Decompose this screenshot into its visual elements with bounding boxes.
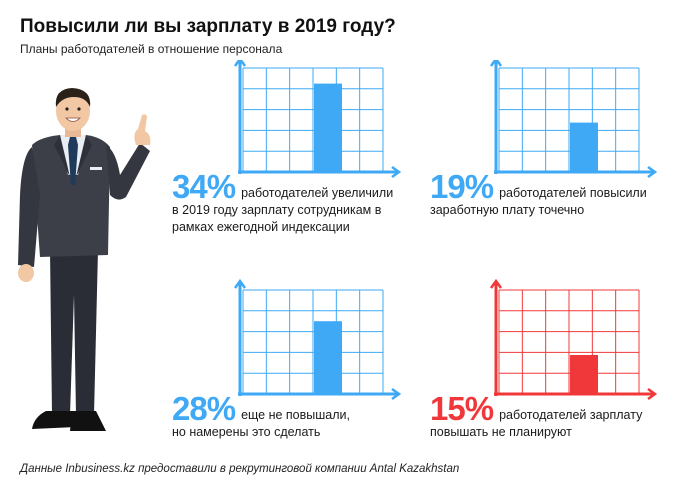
stat-line-2-1: работодателей повысили bbox=[499, 186, 647, 200]
stat-block-1: 34% работодателей увеличили в 2019 году з… bbox=[172, 168, 412, 236]
footer-source: Данные Inbusiness.kz предоставили в рекр… bbox=[20, 463, 460, 475]
stat-percent-1: 34% bbox=[172, 168, 236, 205]
stat-line-2-2: заработную плату точечно bbox=[430, 203, 585, 217]
stat-percent-4: 15% bbox=[430, 390, 494, 427]
y-axis-arrow-4 bbox=[489, 278, 503, 289]
businessman-illustration bbox=[18, 88, 151, 431]
stat-block-2: 19% работодателей повысили заработную пла… bbox=[430, 168, 670, 219]
stat-block-3: 28% еще не повышали, но намерены это сдел… bbox=[172, 390, 412, 441]
x-axis-arrow-1 bbox=[391, 165, 402, 179]
bar-2 bbox=[570, 122, 598, 172]
y-axis-arrow-2 bbox=[489, 60, 503, 67]
stat-percent-3: 28% bbox=[172, 390, 236, 427]
stat-line-1-2: в 2019 году зарплату сотрудникам в bbox=[172, 203, 382, 217]
stat-line-3-1: еще не повышали, bbox=[241, 408, 350, 422]
stat-line-4-1: работодателей зарплату bbox=[499, 408, 643, 422]
x-axis-arrow-4 bbox=[647, 387, 658, 401]
x-axis-arrow-3 bbox=[391, 387, 402, 401]
stat-line-3-2: но намерены это сделать bbox=[172, 425, 321, 439]
stat-line-4-2: повышать не планируют bbox=[430, 425, 572, 439]
stat-percent-2: 19% bbox=[430, 168, 494, 205]
stat-block-4: 15% работодателей зарплату повышать не пл… bbox=[430, 390, 670, 441]
stat-line-1-3: рамках ежегодной индексации bbox=[172, 220, 350, 234]
bar-3 bbox=[314, 321, 342, 394]
x-axis-arrow-2 bbox=[647, 165, 658, 179]
bar-chart-grid bbox=[233, 60, 658, 401]
page-subtitle: Планы работодателей в отношение персонал… bbox=[20, 42, 283, 56]
stat-line-1-1: работодателей увеличили bbox=[241, 186, 394, 200]
bar-1 bbox=[314, 83, 342, 172]
y-axis-arrow-3 bbox=[233, 278, 247, 289]
page-title: Повысили ли вы зарплату в 2019 году? bbox=[20, 16, 396, 37]
y-axis-arrow-1 bbox=[233, 60, 247, 67]
bar-4 bbox=[570, 355, 598, 394]
